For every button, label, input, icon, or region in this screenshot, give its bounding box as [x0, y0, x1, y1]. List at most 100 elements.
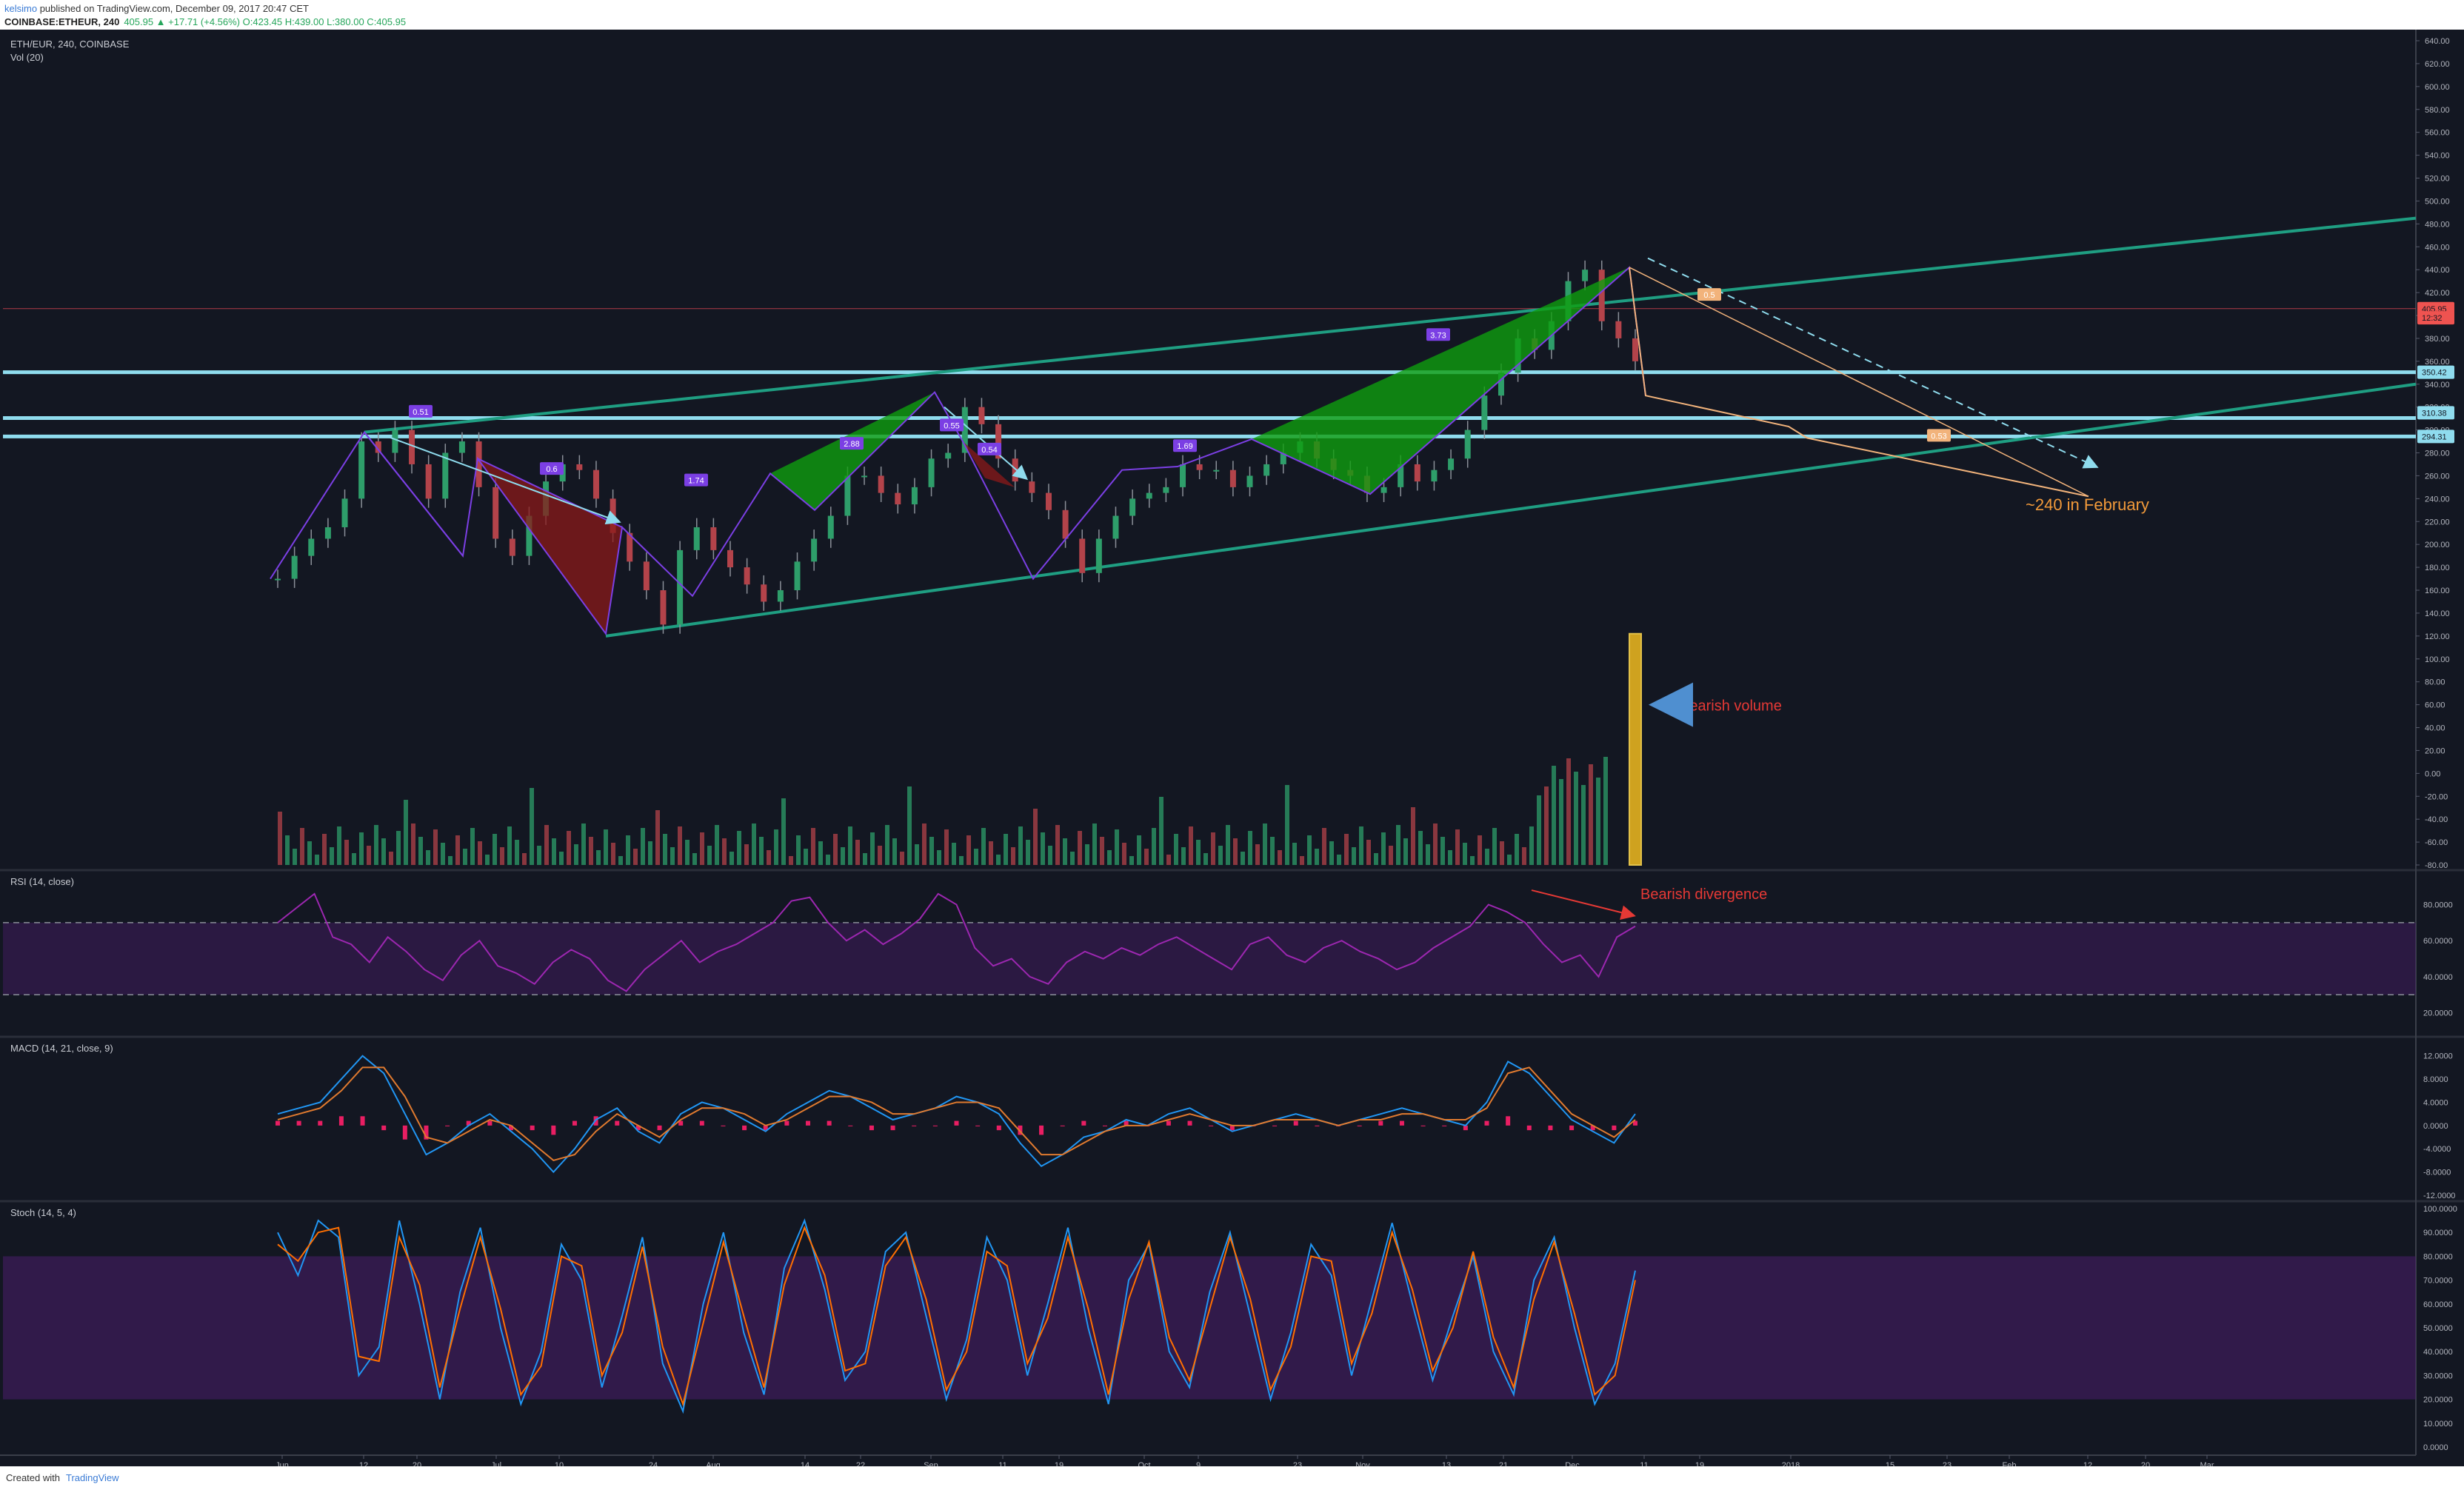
- volume-bar: [722, 838, 727, 865]
- price-candle-body: [811, 538, 818, 562]
- ratio-badge: [1426, 328, 1450, 341]
- price-candle-body: [911, 487, 918, 505]
- volume-bar: [1152, 828, 1156, 865]
- volume-bar: [1085, 844, 1089, 865]
- volume-bar: [1500, 841, 1504, 865]
- volume-bar: [285, 835, 290, 865]
- pane-grid-layer: [0, 30, 2464, 1456]
- price-tick-label: 40.00: [2425, 724, 2445, 733]
- volume-bar: [396, 831, 401, 865]
- price-candle-body: [458, 441, 465, 453]
- volume-bar: [1485, 849, 1489, 865]
- volume-bar: [692, 853, 697, 865]
- ratio-badge-label: 3.73: [1430, 331, 1446, 340]
- ratio-badge: [684, 473, 708, 487]
- price-candle-body: [291, 555, 298, 579]
- stoch-pane: Stoch (14, 5, 4): [3, 1207, 2416, 1414]
- volume-bar: [596, 850, 601, 865]
- volume-bar: [448, 856, 453, 865]
- macd-histogram-bar: [615, 1120, 620, 1126]
- volume-bar: [1589, 764, 1593, 865]
- price-candle-body: [1615, 321, 1622, 338]
- price-tick-label: 60.00: [2425, 701, 2445, 710]
- chart-svg[interactable]: ETH/EUR, 240, COINBASE Vol (20) 0.51 0.6 1.…: [0, 30, 2464, 1466]
- ratio-badge: [1697, 288, 1721, 301]
- price-candle-body: [945, 452, 952, 459]
- price-candle-body: [844, 475, 851, 516]
- macd-histogram-bar: [1293, 1120, 1298, 1126]
- volume-bar: [493, 834, 497, 865]
- volume-bar: [1226, 825, 1230, 865]
- price-candle-body: [592, 470, 599, 499]
- price-candle-body: [1229, 470, 1236, 487]
- price-tick-label: 100.00: [2425, 655, 2450, 664]
- macd-histogram-bar: [551, 1125, 556, 1135]
- price-candle-body: [1380, 487, 1387, 493]
- price-tick-label: 560.00: [2425, 129, 2450, 138]
- volume-bar: [307, 841, 312, 865]
- volume-layer: [278, 632, 1642, 866]
- bullish-pattern-fill: [1252, 267, 1629, 495]
- volume-bar: [1522, 847, 1526, 865]
- tradingview-link[interactable]: TradingView: [65, 1472, 119, 1483]
- price-tick-label: -20.00: [2425, 792, 2448, 801]
- volume-bar: [574, 844, 578, 865]
- volume-bar: [1337, 855, 1341, 865]
- volume-bar: [648, 841, 652, 865]
- price-tick-label: 500.00: [2425, 197, 2450, 206]
- price-tick-label: 640.00: [2425, 37, 2450, 46]
- volume-bar: [774, 829, 778, 865]
- time-tick-label: Nov: [1355, 1461, 1370, 1466]
- volume-bar: [744, 844, 749, 865]
- price-candle-body: [643, 561, 650, 590]
- ratio-badge-label: 0.53: [1931, 432, 1946, 441]
- bearish-pattern-fill: [478, 458, 622, 634]
- chart-canvas[interactable]: ETH/EUR, 240, COINBASE Vol (20) 0.51 0.6 1.…: [0, 30, 2464, 1466]
- rsi-tick-label: 60.0000: [2423, 937, 2453, 946]
- macd-histogram-bar: [1081, 1120, 1086, 1126]
- divergence-arrow: [1531, 889, 1636, 920]
- volume-bar: [1100, 837, 1104, 865]
- ratio-badge: [940, 418, 964, 432]
- time-tick-label: Sep: [924, 1461, 938, 1466]
- volume-bar: [315, 855, 319, 865]
- trend-arrow-dashed: [1647, 257, 2099, 469]
- ratio-badge-label: 0.6: [546, 465, 557, 474]
- channel-upper-line: [364, 216, 2417, 434]
- time-tick-label: 9: [1196, 1461, 1201, 1466]
- macd-histogram-bar: [381, 1125, 387, 1131]
- author-link[interactable]: kelsimo: [4, 3, 38, 14]
- ratio-badge-label: 2.88: [844, 440, 859, 449]
- macd-histogram-bar: [1548, 1125, 1553, 1131]
- time-tick-label: 22: [856, 1461, 865, 1466]
- volume-bar: [418, 837, 423, 865]
- volume-bar: [359, 832, 364, 865]
- price-tick-label: 420.00: [2425, 289, 2450, 298]
- volume-bar: [1515, 834, 1519, 865]
- macd-histogram-bar: [742, 1125, 747, 1131]
- volume-bar: [670, 847, 675, 865]
- price-candle-body: [1095, 538, 1102, 573]
- stoch-pane-title: Stoch (14, 5, 4): [10, 1207, 76, 1218]
- volume-bar: [685, 840, 690, 865]
- price-candle-body: [1246, 475, 1253, 487]
- volume-bar: [404, 800, 408, 865]
- volume-bar: [1455, 829, 1460, 865]
- price-tick-label: 440.00: [2425, 266, 2450, 275]
- volume-bar: [1574, 772, 1578, 865]
- price-candle-body: [1129, 498, 1136, 516]
- macd-histogram-bar: [657, 1125, 662, 1131]
- price-candle-body: [1196, 464, 1203, 470]
- ratio-badge: [840, 437, 864, 450]
- time-tick-label: Jun: [276, 1461, 289, 1466]
- price-candle-body: [895, 492, 901, 505]
- volume-bar: [1174, 834, 1178, 865]
- macd-histogram-bar: [890, 1125, 895, 1131]
- volume-bar: [1307, 835, 1312, 865]
- volume-bar: [1315, 849, 1319, 865]
- volume-bar: [374, 825, 378, 865]
- annotation-bearish-divergence: Bearish divergence: [1640, 886, 1767, 903]
- volume-bar: [1581, 785, 1586, 865]
- volume-bar: [1403, 838, 1408, 865]
- volume-bar: [1263, 823, 1267, 865]
